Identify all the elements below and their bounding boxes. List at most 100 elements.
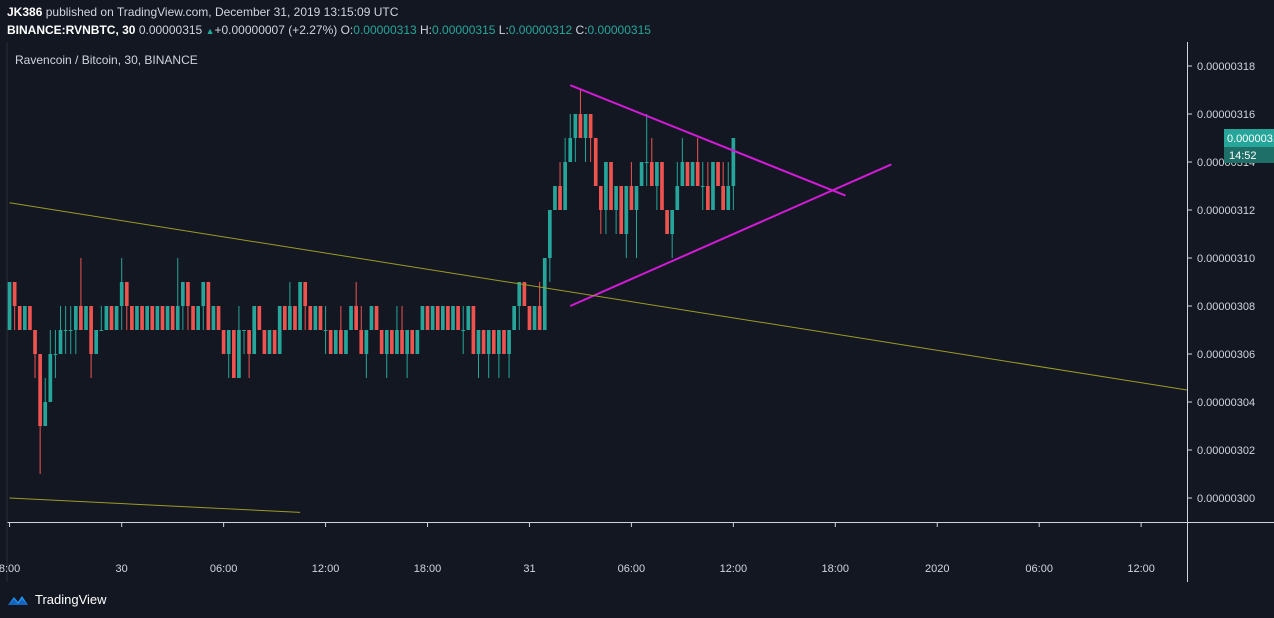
tradingview-logo-icon <box>8 595 28 605</box>
candle-body-down <box>339 330 343 354</box>
candle-body-up <box>242 330 246 331</box>
candle-body-down <box>282 306 287 330</box>
candle-body-up <box>211 306 216 330</box>
candle-body-down <box>303 282 308 306</box>
candle-body-down <box>660 162 664 210</box>
candle-body-down <box>79 306 83 330</box>
candle-body-up <box>7 282 12 330</box>
candle-body-down <box>425 306 430 330</box>
candle-body-up <box>23 306 27 330</box>
candle-body-up <box>542 258 547 330</box>
candle-body-down <box>379 330 384 354</box>
candle-body-up <box>99 330 104 331</box>
candle-body-down <box>191 306 195 330</box>
candle-body-down <box>685 162 690 186</box>
candle-body-up <box>604 162 608 210</box>
candle-body-down <box>28 306 32 330</box>
candle-body-up <box>237 330 241 378</box>
candle-body-up <box>323 330 328 331</box>
chart-area[interactable]: 0.000003180.000003160.000003140.00000312… <box>0 42 1274 582</box>
y-tick-label: 0.00000308 <box>1197 301 1255 313</box>
candle-body-up <box>145 306 150 330</box>
y-tick-label: 0.00000316 <box>1197 109 1255 121</box>
candle-body-down <box>206 282 211 330</box>
candle-body-up <box>277 306 282 354</box>
candle-body-up <box>196 306 200 330</box>
countdown-label: 14:52 <box>1229 150 1257 162</box>
candle-body-up <box>267 330 272 354</box>
candle-body-up <box>395 330 399 354</box>
candle-body-down <box>293 306 297 330</box>
y-tick-label: 0.00000312 <box>1197 205 1255 217</box>
candle-body-up <box>563 162 567 210</box>
candle-body-up <box>466 306 471 330</box>
candle-body-up <box>624 186 629 234</box>
candle-body-up <box>420 306 425 330</box>
candle-body-up <box>165 306 170 330</box>
candle-body-up <box>711 162 715 210</box>
candle-body-up <box>430 306 435 330</box>
candle-body-up <box>201 282 206 306</box>
x-tick-label: 30 <box>116 563 128 575</box>
candle-body-down <box>262 330 267 354</box>
candle-body-up <box>181 282 185 306</box>
candle-body-up <box>532 306 537 330</box>
candle-body-down <box>170 306 175 330</box>
candle-body-up <box>48 354 53 402</box>
candle-body-up <box>288 306 292 330</box>
x-tick-label: 06:00 <box>210 563 238 575</box>
candle-body-down <box>537 306 542 330</box>
candle-body-down <box>481 330 486 354</box>
y-tick-label: 0.00000300 <box>1197 493 1255 505</box>
tradingview-logo[interactable]: TradingView <box>7 592 107 607</box>
candle-body-down <box>588 114 593 138</box>
candle-body-up <box>655 162 659 186</box>
triangle-lower-line <box>569 163 892 307</box>
open-label: O: <box>340 23 354 37</box>
candle-body-up <box>476 330 481 354</box>
footer: TradingView <box>0 584 1274 618</box>
x-tick-label: 12:00 <box>1127 563 1155 575</box>
candle-body-up <box>344 330 348 354</box>
symbol-label[interactable]: BINANCE:RVNBTC, 30 <box>7 23 136 37</box>
candle-body-down <box>558 186 562 210</box>
candle-body-up <box>175 306 180 330</box>
candle-body-up <box>731 138 736 186</box>
candle-body-down <box>318 306 323 330</box>
x-tick-label: 12:00 <box>312 563 340 575</box>
x-tick-label: 18:00 <box>414 563 442 575</box>
candle-body-up <box>700 186 705 187</box>
candle-body-up <box>104 306 109 330</box>
y-tick-label: 0.00000302 <box>1197 445 1255 457</box>
candlestick-chart[interactable]: 0.000003180.000003160.000003140.00000312… <box>0 42 1274 582</box>
candle-body-up <box>119 282 124 306</box>
candle-body-down <box>374 306 379 330</box>
close-label: C: <box>575 23 588 37</box>
candle-body-down <box>598 186 603 210</box>
low-label: L: <box>498 23 509 37</box>
candle-body-down <box>221 330 226 354</box>
author-name[interactable]: JK386 <box>7 5 43 19</box>
candle-body-up <box>84 306 88 330</box>
candle-body-up <box>313 306 318 330</box>
candle-body-down <box>308 306 313 330</box>
candle-body-down <box>359 330 364 354</box>
close-value: 0.00000315 <box>587 23 651 37</box>
candle-body-up <box>114 306 119 330</box>
y-tick-label: 0.00000310 <box>1197 253 1255 265</box>
candle-body-down <box>619 186 624 234</box>
candle-body-up <box>486 330 491 354</box>
y-tick-label: 0.00000304 <box>1197 397 1255 409</box>
candle-body-down <box>89 306 93 354</box>
x-tick-label: 8:00 <box>0 563 20 575</box>
candle-body-up <box>614 186 618 210</box>
candle-body-down <box>435 306 440 330</box>
candle-body-up <box>73 306 78 330</box>
last-price: 0.00000315 <box>138 23 203 37</box>
x-tick-label: 12:00 <box>720 563 748 575</box>
candle-body-down <box>160 306 165 330</box>
candle-body-down <box>231 330 236 378</box>
long-trendline <box>9 202 1188 391</box>
triangle-upper-line <box>569 84 846 197</box>
candle-body-up <box>644 162 649 163</box>
